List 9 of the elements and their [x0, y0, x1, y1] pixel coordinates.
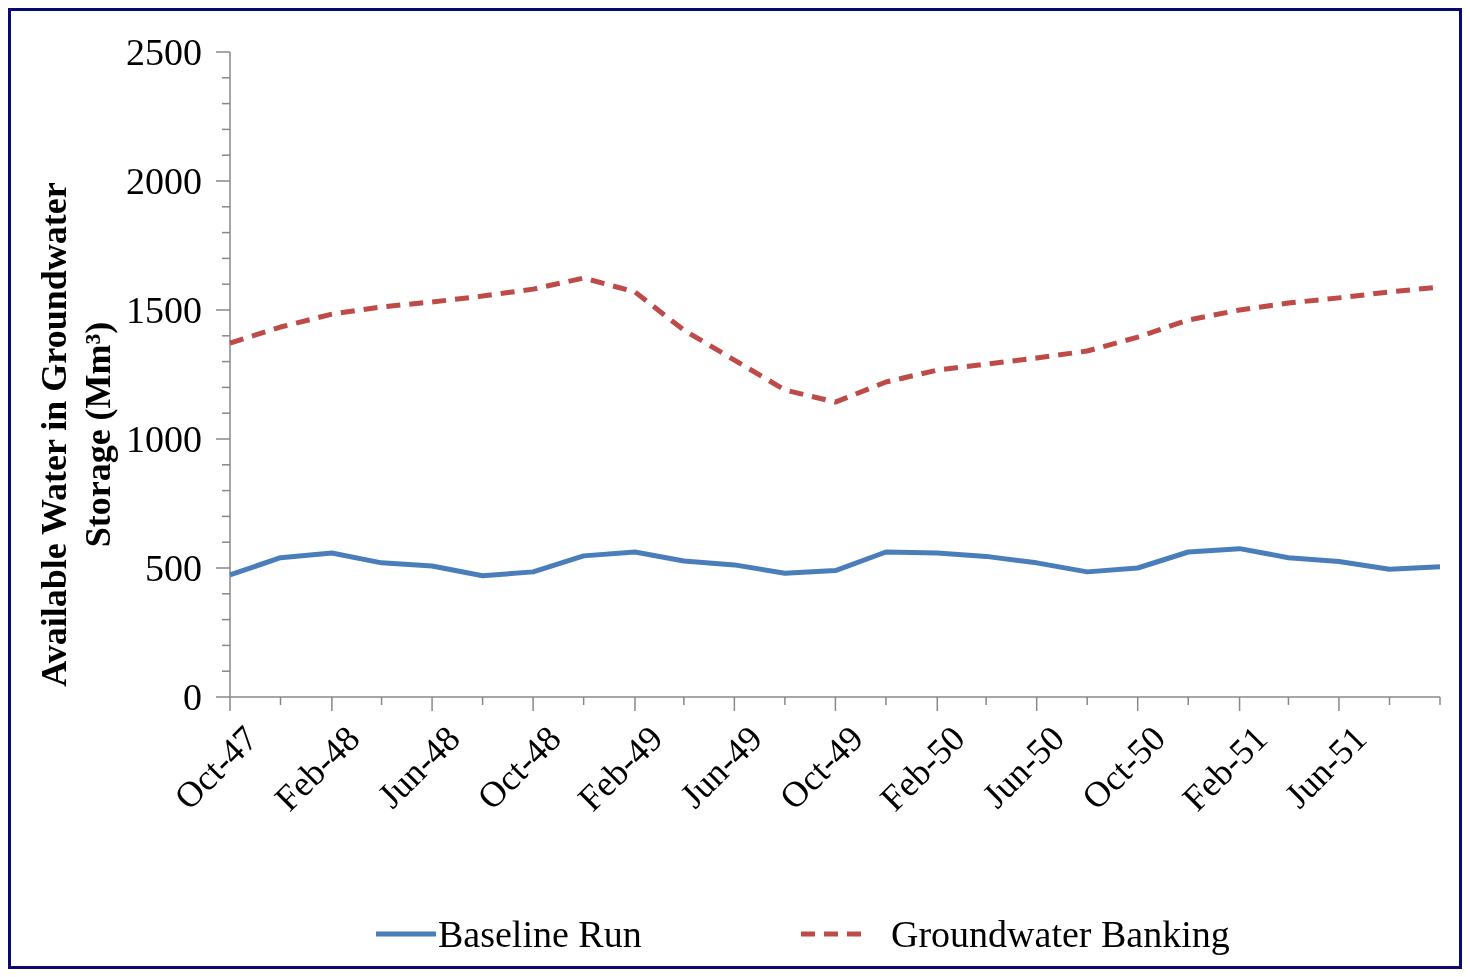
y-tick-label: 1500 — [126, 289, 202, 332]
y-tick-label: 2000 — [126, 160, 202, 203]
legend-label: Groundwater Banking — [891, 913, 1230, 956]
y-tick-label: 0 — [183, 676, 202, 719]
y-tick-label: 1000 — [126, 418, 202, 461]
y-axis-title: Available Water in Groundwater Storage (Mm³) — [34, 182, 118, 687]
legend-label: Baseline Run — [438, 913, 642, 956]
y-tick-label: 2500 — [126, 31, 202, 74]
y-tick-label: 500 — [145, 547, 202, 590]
